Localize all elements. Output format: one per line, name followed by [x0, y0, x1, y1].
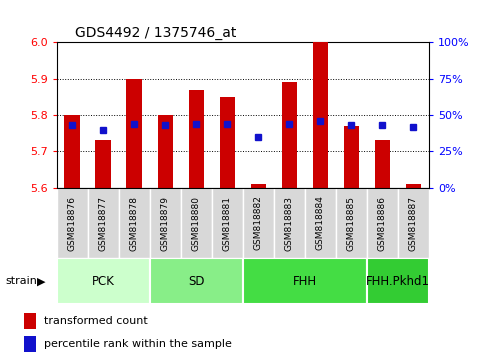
Bar: [305, 188, 336, 258]
Bar: [157, 115, 173, 188]
Bar: [243, 188, 274, 258]
Bar: [250, 184, 266, 188]
Bar: [274, 188, 305, 258]
Bar: [88, 188, 119, 258]
Text: GDS4492 / 1375746_at: GDS4492 / 1375746_at: [75, 26, 237, 40]
Text: strain: strain: [5, 276, 37, 286]
Text: GSM818876: GSM818876: [68, 195, 77, 251]
Bar: [344, 126, 359, 188]
Text: GSM818883: GSM818883: [285, 195, 294, 251]
Text: GSM818887: GSM818887: [409, 195, 418, 251]
Bar: [212, 188, 243, 258]
Text: ▶: ▶: [37, 276, 45, 286]
Text: GSM818882: GSM818882: [254, 195, 263, 251]
Bar: [243, 258, 367, 304]
Bar: [150, 188, 181, 258]
Text: GSM818881: GSM818881: [223, 195, 232, 251]
Bar: [375, 141, 390, 188]
Text: percentile rank within the sample: percentile rank within the sample: [44, 339, 232, 349]
Bar: [150, 258, 243, 304]
Text: GSM818885: GSM818885: [347, 195, 356, 251]
Text: GSM818878: GSM818878: [130, 195, 139, 251]
Text: GSM818880: GSM818880: [192, 195, 201, 251]
Text: FHH.Pkhd1: FHH.Pkhd1: [366, 275, 430, 288]
Text: GSM818884: GSM818884: [316, 195, 325, 251]
Bar: [282, 82, 297, 188]
Bar: [24, 313, 36, 329]
Text: GSM818886: GSM818886: [378, 195, 387, 251]
Bar: [367, 188, 398, 258]
Bar: [219, 97, 235, 188]
Bar: [57, 188, 88, 258]
Bar: [406, 184, 421, 188]
Text: FHH: FHH: [293, 275, 317, 288]
Bar: [188, 90, 204, 188]
Bar: [367, 258, 429, 304]
Bar: [119, 188, 150, 258]
Bar: [127, 79, 142, 188]
Text: GSM818879: GSM818879: [161, 195, 170, 251]
Text: GSM818877: GSM818877: [99, 195, 108, 251]
Bar: [181, 188, 212, 258]
Bar: [65, 115, 80, 188]
Bar: [57, 258, 150, 304]
Text: SD: SD: [188, 275, 205, 288]
Bar: [24, 336, 36, 352]
Bar: [398, 188, 429, 258]
Bar: [313, 42, 328, 188]
Text: transformed count: transformed count: [44, 316, 147, 326]
Bar: [96, 141, 111, 188]
Text: PCK: PCK: [92, 275, 115, 288]
Bar: [336, 188, 367, 258]
